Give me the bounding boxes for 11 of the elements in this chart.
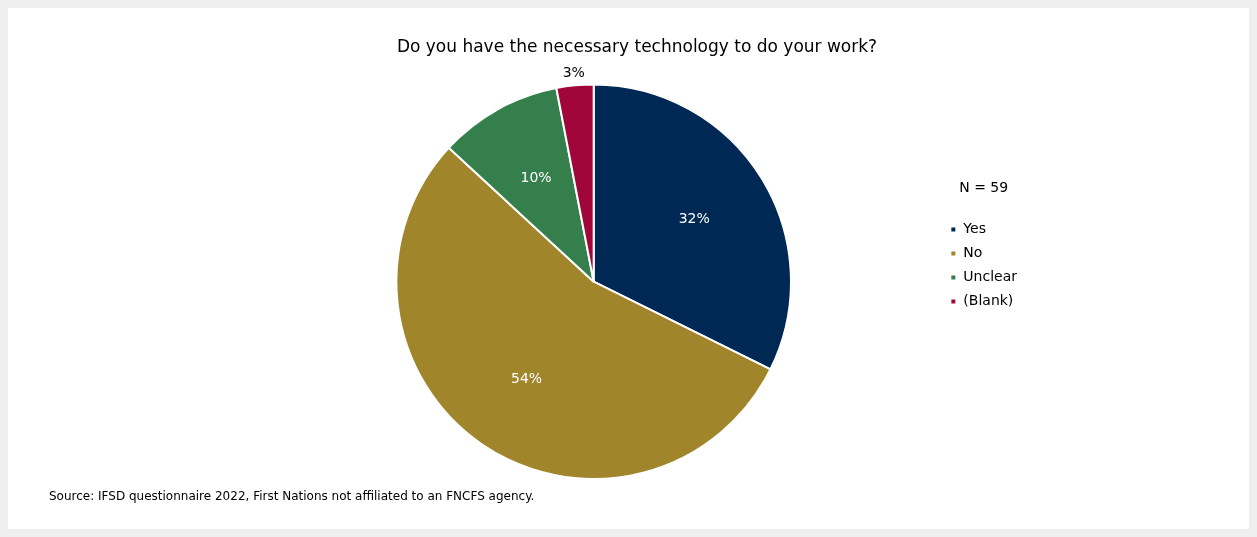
data-label: 54% [510, 369, 543, 386]
chart-title: Do you have the necessary technology to do your work? [396, 35, 878, 56]
data-label: 10% [520, 168, 552, 185]
legend-label: Unclear [963, 268, 1018, 285]
data-label: 3% [562, 63, 585, 80]
legend-title: N = 59 [959, 179, 1009, 196]
legend-label: No [963, 244, 983, 261]
data-label: 32% [678, 209, 710, 226]
legend-label: (Blank) [963, 292, 1014, 309]
source-note: Source: IFSD questionnaire 2022, First Nations not affiliated to an FNCFS agency. [49, 489, 535, 504]
legend-label: Yes [962, 220, 986, 237]
